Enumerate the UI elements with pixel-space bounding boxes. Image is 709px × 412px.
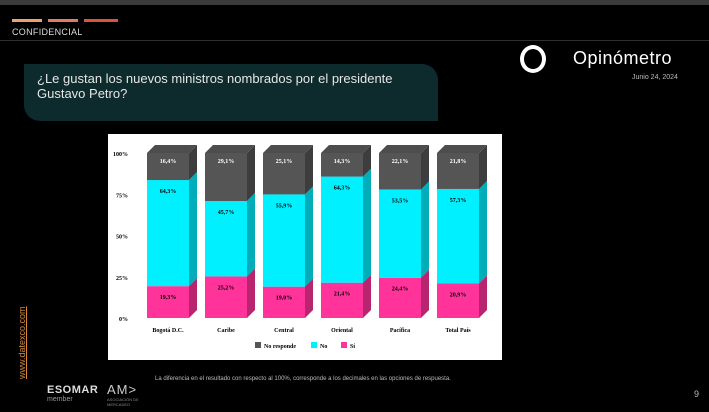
bar-top bbox=[205, 145, 255, 153]
legend-swatch bbox=[311, 342, 317, 348]
top-bar bbox=[0, 0, 709, 5]
y-tick-label: 25% bbox=[116, 276, 128, 282]
divider bbox=[0, 40, 709, 41]
bar-segment bbox=[321, 153, 363, 177]
data-label: 22,1% bbox=[392, 159, 409, 165]
data-label: 21,4% bbox=[334, 292, 351, 298]
confidential-label: CONFIDENCIAL bbox=[12, 27, 83, 37]
esomar-member-label: member bbox=[47, 396, 73, 403]
x-tick-label: Central bbox=[274, 328, 294, 334]
bar-side bbox=[189, 145, 197, 181]
legend-label: No responde bbox=[264, 344, 296, 350]
data-label: 14,3% bbox=[334, 159, 351, 165]
bar-segment bbox=[205, 276, 247, 318]
bar-side bbox=[421, 269, 429, 318]
bar-segment bbox=[321, 176, 363, 283]
bar-segment bbox=[437, 188, 479, 284]
esomar-logo: ESOMAR bbox=[47, 384, 99, 396]
x-tick-label: Total País bbox=[445, 328, 471, 334]
page-number: 9 bbox=[694, 389, 700, 399]
report-date: Junio 24, 2024 bbox=[632, 74, 678, 81]
amb-logo: AM> bbox=[107, 382, 138, 397]
bar-side bbox=[247, 268, 255, 318]
legend-label: No bbox=[320, 344, 327, 350]
bar-side bbox=[479, 180, 487, 284]
question-text: ¿Le gustan los nuevos ministros nombrado… bbox=[37, 71, 393, 101]
bar-top bbox=[379, 145, 429, 153]
data-label: 64,3% bbox=[334, 186, 351, 192]
bar-segment bbox=[263, 153, 305, 195]
bar-side bbox=[363, 168, 371, 283]
bar-side bbox=[479, 275, 487, 318]
bar-side bbox=[189, 172, 197, 287]
footnote: La diferencia en el resultado con respec… bbox=[155, 376, 451, 382]
bar-side bbox=[247, 145, 255, 202]
data-label: 19,0% bbox=[276, 296, 293, 302]
bar-top bbox=[263, 145, 313, 153]
bar-side bbox=[189, 278, 197, 318]
bar-segment bbox=[205, 201, 247, 277]
legend-swatch bbox=[255, 342, 261, 348]
amb-subtitle: ASOCIACIÓN DE MERCADEO bbox=[107, 397, 139, 407]
bar-side bbox=[305, 278, 313, 318]
data-label: 20,9% bbox=[450, 293, 467, 299]
accent-bar-2 bbox=[48, 19, 78, 22]
bar-side bbox=[421, 145, 429, 190]
bar-segment bbox=[379, 277, 421, 318]
x-tick-label: Pacífica bbox=[390, 328, 410, 334]
data-label: 45,7% bbox=[218, 210, 235, 216]
accent-bar-1 bbox=[12, 19, 42, 22]
bar-side bbox=[247, 193, 255, 277]
data-label: 64,3% bbox=[160, 189, 177, 195]
bar-top bbox=[147, 145, 197, 153]
x-tick-label: Oriental bbox=[331, 328, 353, 334]
x-tick-label: Caribe bbox=[217, 328, 235, 334]
bar-side bbox=[363, 274, 371, 318]
bar-segment bbox=[205, 153, 247, 202]
data-label: 29,1% bbox=[218, 159, 235, 165]
y-tick-label: 50% bbox=[116, 235, 128, 241]
bar-side bbox=[305, 145, 313, 195]
question-box bbox=[24, 64, 438, 121]
bar-segment bbox=[379, 153, 421, 190]
bar-segment bbox=[263, 286, 305, 318]
bar-side bbox=[363, 145, 371, 177]
y-tick-label: 100% bbox=[113, 152, 128, 158]
data-label: 25,1% bbox=[276, 159, 293, 165]
bar-top bbox=[437, 145, 487, 153]
data-label: 21,8% bbox=[450, 159, 467, 165]
legend-swatch bbox=[341, 342, 347, 348]
data-label: 57,3% bbox=[450, 198, 467, 204]
bar-side bbox=[421, 181, 429, 278]
bar-segment bbox=[379, 189, 421, 278]
data-label: 53,5% bbox=[392, 198, 409, 204]
bar-segment bbox=[147, 153, 189, 181]
legend-label: Sí bbox=[350, 344, 355, 350]
x-tick-label: Bogotá D.C. bbox=[152, 328, 184, 334]
bar-side bbox=[305, 186, 313, 287]
bar-side bbox=[479, 145, 487, 189]
bar-segment bbox=[437, 153, 479, 189]
data-label: 24,4% bbox=[392, 287, 409, 293]
bar-segment bbox=[263, 194, 305, 287]
bar-segment bbox=[437, 283, 479, 318]
data-label: 19,3% bbox=[160, 295, 177, 301]
bar-top bbox=[321, 145, 371, 153]
accent-bar-3 bbox=[84, 19, 118, 22]
data-label: 25,2% bbox=[218, 285, 235, 291]
bar-segment bbox=[321, 282, 363, 318]
y-tick-label: 0% bbox=[119, 317, 128, 323]
y-tick-label: 75% bbox=[116, 193, 128, 199]
brand-name: Opinómetro bbox=[573, 48, 673, 68]
data-label: 16,4% bbox=[160, 159, 177, 165]
opinometro-logo-icon bbox=[520, 45, 546, 73]
bar-segment bbox=[147, 286, 189, 318]
bar-segment bbox=[147, 180, 189, 287]
data-label: 55,9% bbox=[276, 203, 293, 209]
